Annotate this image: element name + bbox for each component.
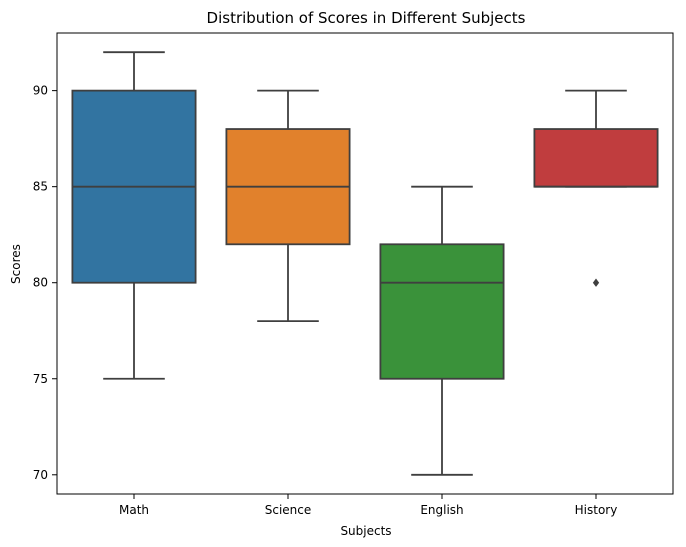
x-tick-label: English [420, 503, 463, 517]
plot-frame [56, 32, 674, 495]
y-tick-label: 75 [33, 372, 48, 386]
x-axis-label: Subjects [340, 524, 391, 538]
box-iqr [379, 243, 505, 380]
box-math [71, 51, 197, 380]
box-iqr [533, 128, 659, 188]
box-science [225, 89, 351, 323]
y-tick-label: 80 [33, 276, 48, 290]
x-tick-label: Science [265, 503, 312, 517]
plot-area [71, 51, 659, 476]
box-english [379, 185, 505, 476]
y-tick-label: 85 [33, 180, 48, 194]
x-tick-label: Math [119, 503, 149, 517]
chart-title: Distribution of Scores in Different Subj… [207, 9, 526, 27]
box-history [533, 89, 659, 287]
y-tick-label: 70 [33, 468, 48, 482]
y-tick-label: 90 [33, 84, 48, 98]
y-axis-label: Scores [9, 244, 23, 284]
outlier-point [592, 278, 600, 287]
x-tick-label: History [575, 503, 618, 517]
